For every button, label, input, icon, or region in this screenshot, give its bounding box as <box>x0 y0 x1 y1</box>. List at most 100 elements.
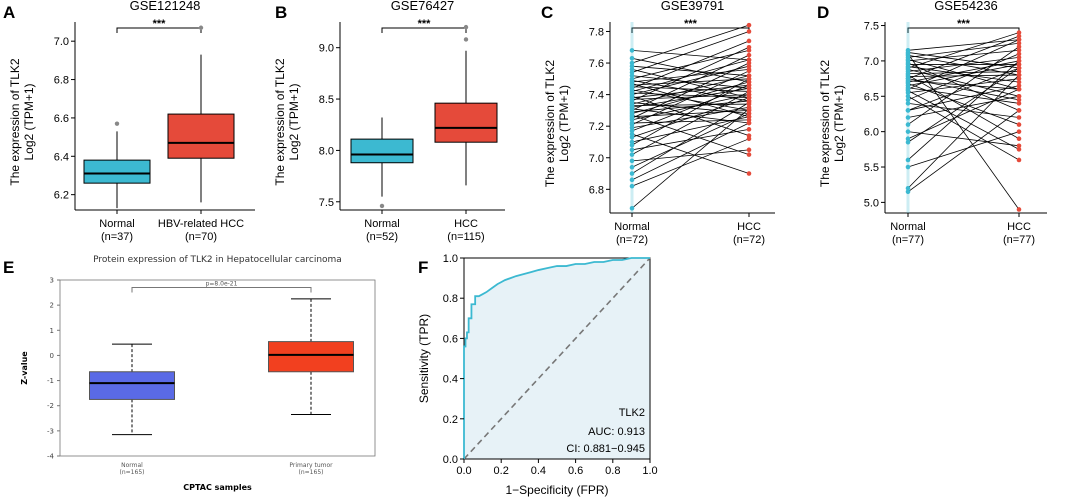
chance-diagonal-F <box>463 257 651 460</box>
outlier-point-B <box>379 203 385 209</box>
x-group-label-D: Normal <box>890 221 925 233</box>
point-hcc-C <box>746 76 752 82</box>
point-normal-C <box>629 120 635 126</box>
y-tick-label-A: 6.6 <box>54 113 69 125</box>
significance-stars-A: *** <box>153 18 167 30</box>
pair-line-C <box>631 86 750 92</box>
point-hcc-C <box>746 82 752 88</box>
x-tick-label-F: 0.6 <box>568 465 583 477</box>
panel-label-E: E <box>3 258 14 277</box>
point-hcc-D <box>1016 115 1022 120</box>
chart-title-D: GSE54236 <box>934 0 998 13</box>
x-group-label-B: HCC <box>454 218 478 230</box>
y-axis-label-B: The expression of TLK2 <box>273 58 287 186</box>
pair-line-C <box>631 108 750 209</box>
panel-label-D: D <box>817 3 829 22</box>
point-hcc-C <box>746 89 752 94</box>
point-hcc-D <box>1016 101 1022 106</box>
y-tick-label-C: 7.0 <box>589 153 604 165</box>
point-hcc-C <box>746 92 752 97</box>
point-hcc-C <box>746 111 752 116</box>
point-hcc-C <box>746 79 752 85</box>
significance-bracket-A <box>116 27 202 33</box>
outlier-point-B <box>463 37 469 42</box>
point-normal-C <box>629 70 635 75</box>
point-hcc-C <box>746 108 752 113</box>
significance-stars-B: *** <box>418 18 432 30</box>
outlier-point-A <box>114 121 120 126</box>
point-normal-D <box>905 189 911 195</box>
point-hcc-C <box>746 85 752 91</box>
pair-line-D <box>907 74 1020 140</box>
y-tick-label-F: 0.2 <box>443 414 458 426</box>
pair-line-D <box>907 85 1020 111</box>
point-hcc-C <box>746 57 752 63</box>
point-normal-C <box>629 60 635 66</box>
point-normal-C <box>629 63 635 69</box>
y-tick-label-E: -3 <box>47 427 54 435</box>
point-normal-D <box>905 115 911 120</box>
point-hcc-C <box>746 147 752 153</box>
pair-line-C <box>631 31 750 73</box>
point-hcc-D <box>1016 136 1022 142</box>
x-group-count-E: (n=165) <box>299 469 324 476</box>
pair-line-D <box>907 88 1020 140</box>
point-hcc-D <box>1016 51 1022 57</box>
point-hcc-C <box>746 38 752 44</box>
x-tick-label-F: 0.2 <box>494 465 509 477</box>
point-hcc-D <box>1016 47 1022 53</box>
x-group-label-C: Normal <box>614 221 649 233</box>
y-tick-label-C: 7.4 <box>589 90 604 102</box>
chart-title-A: GSE121248 <box>130 0 201 13</box>
point-hcc-C <box>746 73 752 78</box>
pair-line-C <box>631 57 750 83</box>
x-tick-label-F: 1.0 <box>642 465 657 477</box>
point-normal-C <box>629 125 635 131</box>
pair-line-D <box>907 69 1020 97</box>
x-group-label-D: HCC <box>1007 221 1031 233</box>
outlier-point-A <box>198 25 204 30</box>
y-tick-label-B: 8.0 <box>319 145 334 157</box>
pair-line-D <box>907 78 1020 101</box>
pair-line-C <box>631 65 750 77</box>
point-hcc-C <box>746 104 752 110</box>
pair-line-C <box>631 84 750 99</box>
roc-auc-label-F: AUC: 0.913 <box>588 426 645 438</box>
point-hcc-D <box>1016 37 1022 42</box>
pair-line-C <box>631 75 750 89</box>
point-normal-C <box>629 183 635 189</box>
y-tick-label-A: 6.2 <box>54 190 69 202</box>
point-hcc-C <box>746 95 752 101</box>
point-hcc-D <box>1016 72 1022 78</box>
significance-stars-D: *** <box>957 18 971 30</box>
point-normal-C <box>629 164 635 170</box>
point-hcc-C <box>746 98 752 104</box>
pair-line-C <box>631 138 750 187</box>
point-normal-C <box>629 147 635 153</box>
y-tick-label-B: 7.5 <box>319 197 334 209</box>
chart-title-C: GSE39791 <box>661 0 725 13</box>
point-hcc-D <box>1016 62 1022 67</box>
y-tick-label-E: 3 <box>50 277 54 285</box>
point-hcc-C <box>746 44 752 50</box>
point-hcc-D <box>1016 65 1022 71</box>
point-normal-C <box>629 48 635 53</box>
pvalue-label-E: p=8.0e-21 <box>206 281 238 288</box>
box-E-0 <box>89 371 175 400</box>
pair-line-C <box>631 128 750 151</box>
x-tick-label-F: 0.0 <box>456 465 471 477</box>
point-normal-D <box>905 93 911 99</box>
point-hcc-C <box>746 136 752 142</box>
point-hcc-C <box>746 67 752 72</box>
point-hcc-D <box>1016 157 1022 163</box>
y-tick-label-A: 6.4 <box>54 151 69 163</box>
pair-line-C <box>631 54 750 111</box>
point-normal-D <box>905 129 911 134</box>
y-tick-label-E: 1 <box>50 327 54 335</box>
pair-line-C <box>631 95 750 137</box>
pair-line-C <box>631 68 750 99</box>
pair-line-D <box>907 59 1020 90</box>
pair-line-C <box>631 133 750 174</box>
pair-line-D <box>907 102 1020 118</box>
